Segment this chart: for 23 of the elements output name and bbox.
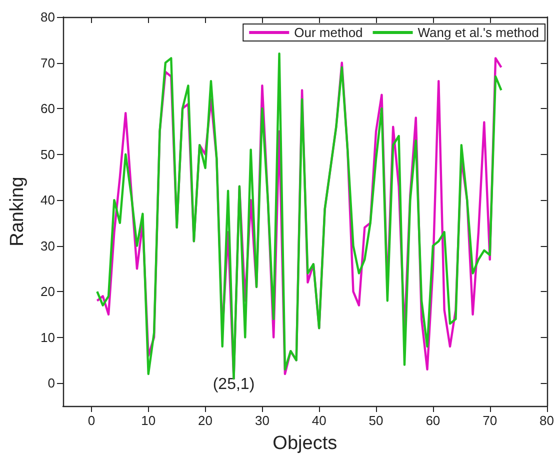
x-tick-label: 10	[141, 413, 156, 428]
annotation: (25,1)	[212, 376, 255, 394]
y-tick-label: 30	[40, 238, 55, 254]
y-tick-label: 40	[40, 192, 55, 208]
x-axis-title: Objects	[272, 433, 338, 454]
x-tick-label: 70	[482, 413, 498, 428]
x-tick-label: 80	[540, 413, 554, 428]
x-tick-label: 50	[368, 413, 384, 428]
legend-label: Our method	[294, 25, 363, 40]
legend-label: Wang et al.'s method	[418, 25, 540, 40]
x-tick-label: 40	[312, 413, 326, 428]
y-tick-label: 10	[40, 330, 55, 345]
y-axis-title: Ranking	[7, 176, 28, 246]
y-tick-label: 50	[40, 146, 55, 162]
y-tick-label: 70	[40, 55, 55, 70]
y-tick-label: 0	[48, 376, 55, 391]
x-tick-label: 0	[88, 413, 96, 428]
x-tick-label: 60	[426, 413, 440, 428]
y-tick-label: 60	[40, 101, 55, 116]
x-tick-label: 30	[254, 413, 270, 428]
y-tick-label: 20	[40, 284, 55, 300]
x-tick-label: 20	[198, 413, 213, 428]
y-tick-label: 80	[40, 10, 55, 24]
